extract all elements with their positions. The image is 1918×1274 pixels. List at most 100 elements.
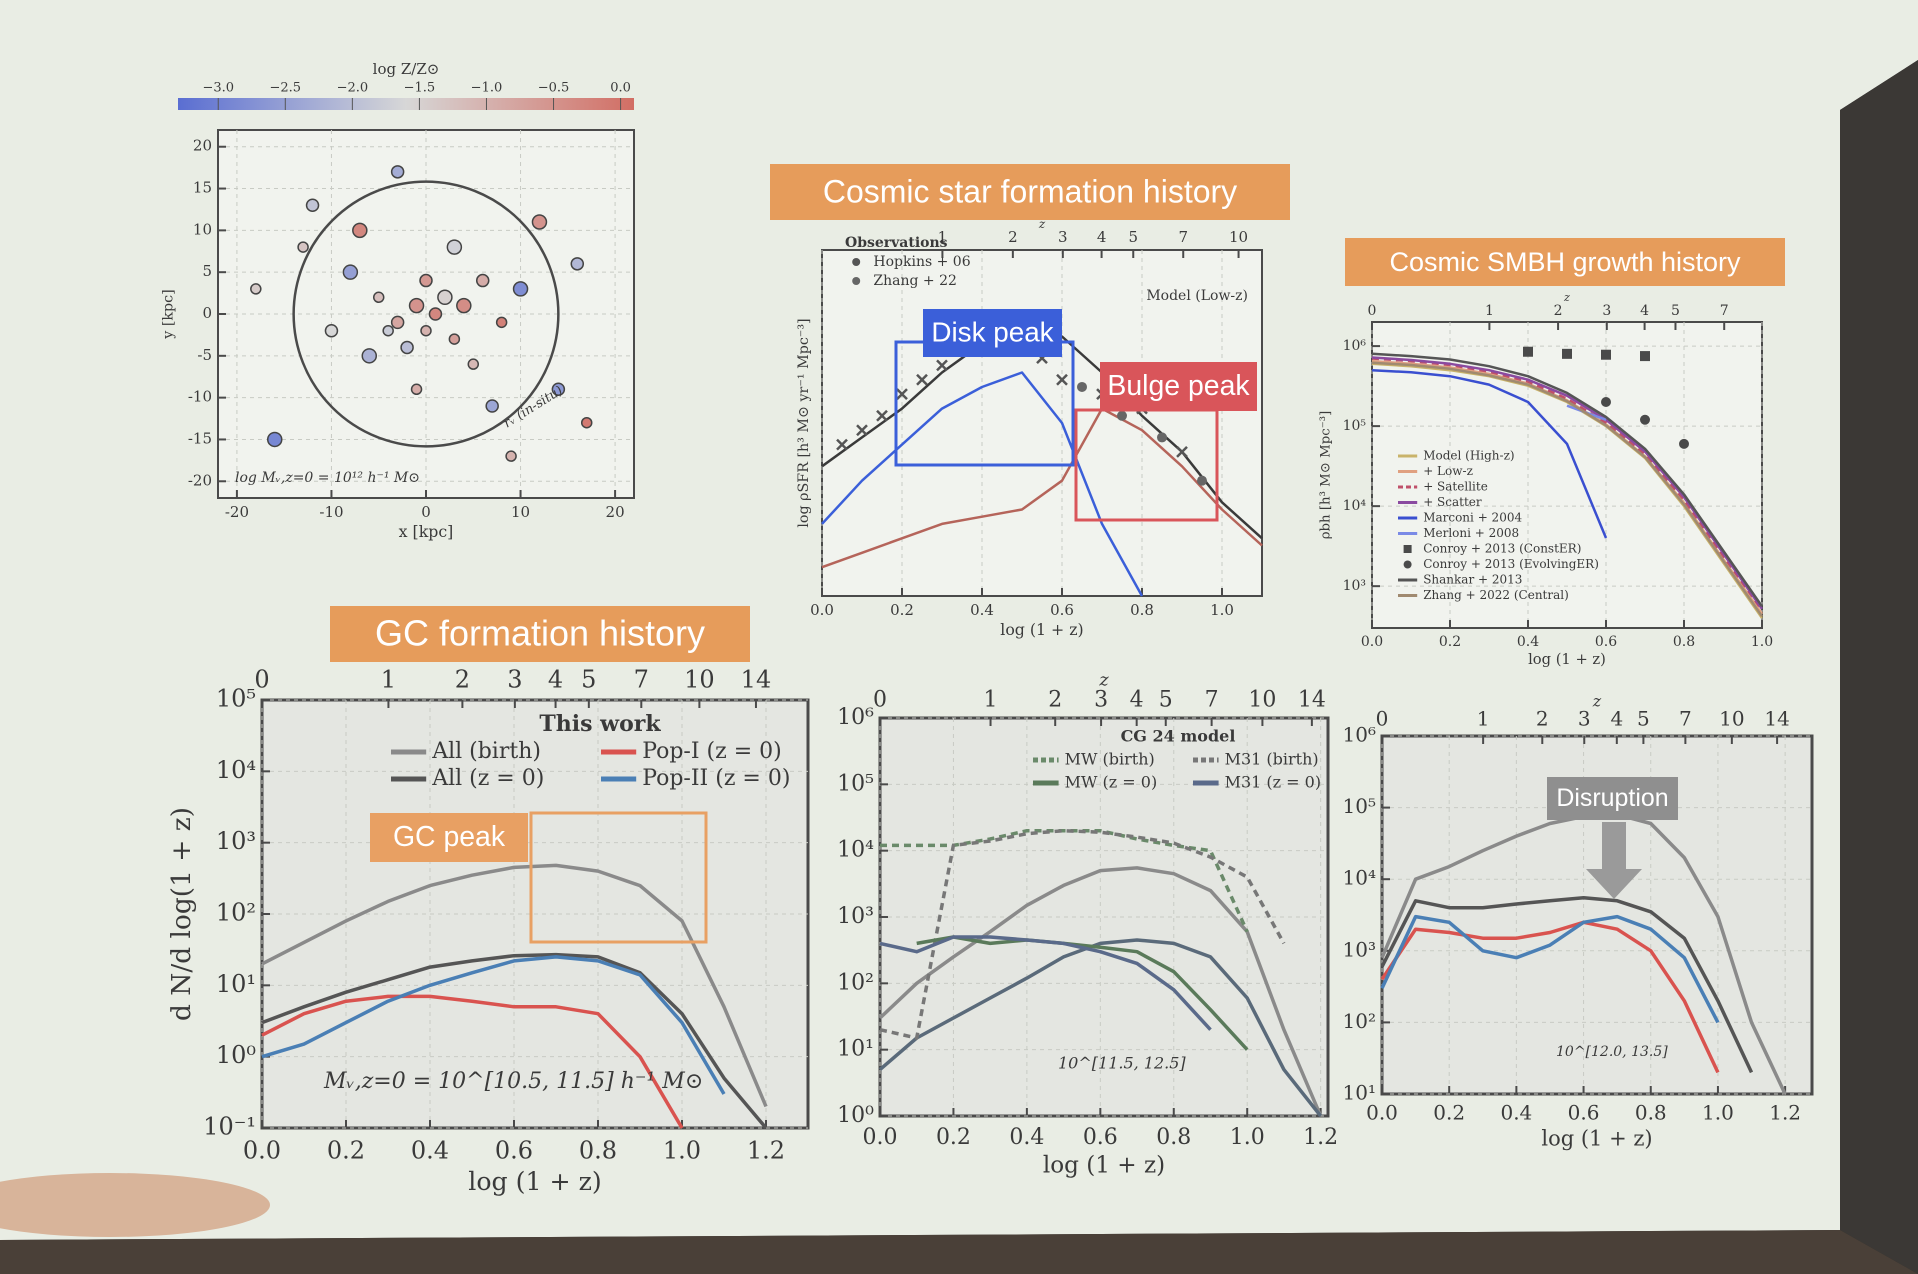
- x-tick-label: -20: [225, 503, 249, 521]
- z-tick-label: 7: [1679, 707, 1692, 731]
- z-axis-label: z: [1592, 692, 1602, 711]
- y-tick-label: 10⁴: [1343, 498, 1367, 514]
- z-tick-label: 4: [1610, 707, 1623, 731]
- plot-area: [1371, 321, 1763, 629]
- series-line: [1380, 914, 1720, 1024]
- z-tick-label: 7: [1720, 303, 1729, 319]
- y-tick-label: 10⁻¹: [203, 1113, 256, 1141]
- x-tick-label: 1.0: [1210, 601, 1234, 619]
- legend-title: This work: [539, 711, 661, 737]
- legend-label: Model (High-z): [1423, 449, 1514, 463]
- x-tick-label: 0.2: [890, 601, 914, 619]
- x-tick-label: 0: [421, 503, 431, 521]
- annotation-box: [1100, 362, 1257, 411]
- x-tick-label: 1.0: [1751, 634, 1773, 650]
- legend-label: Conroy + 2013 (EvolvingER): [1423, 557, 1599, 571]
- scatter-point: [390, 315, 405, 330]
- x-tick-label: 0.2: [1439, 634, 1461, 650]
- scatter-point: [342, 264, 359, 280]
- scatter-point: [475, 273, 490, 288]
- legend-label: Marconi + 2004: [1423, 511, 1522, 525]
- marker-circle: [1197, 475, 1207, 486]
- z-tick-label: 1: [938, 228, 948, 246]
- z-tick-label: 1: [1485, 303, 1494, 319]
- scatter-point: [446, 239, 463, 255]
- annotation: Bulge peak: [1107, 370, 1250, 402]
- scatter-point: [250, 283, 262, 295]
- chart-title: Cosmic SMBH growth history: [1389, 247, 1741, 277]
- scatter-point: [580, 416, 593, 429]
- z-tick-label: 2: [455, 665, 470, 693]
- z-tick-label: 1: [984, 687, 998, 712]
- z-tick-label: 2: [1048, 687, 1062, 712]
- scatter-point: [437, 289, 453, 306]
- y-tick-label: 10¹: [1343, 1081, 1376, 1105]
- series-line: [261, 952, 768, 1130]
- legend-label: + Satellite: [1423, 480, 1488, 494]
- x-tick-label: 0.0: [863, 1125, 898, 1150]
- scatter-point: [266, 431, 283, 448]
- series-line: [821, 407, 1263, 569]
- colorbar-tick-label: −2.0: [337, 81, 369, 96]
- series-line: [1371, 361, 1764, 618]
- scatter-point: [495, 316, 508, 329]
- legend-swatch: [852, 258, 861, 266]
- scatter-point: [408, 297, 425, 314]
- marker-cross: [936, 359, 948, 372]
- virial-circle: [292, 180, 560, 448]
- y-tick-label: 10⁶: [1343, 723, 1376, 747]
- annotation: 10^[11.5, 12.5]: [1058, 1054, 1186, 1073]
- y-tick-label: 10⁰: [216, 1041, 256, 1069]
- series-line: [916, 935, 1249, 1051]
- scatter-point: [372, 291, 385, 304]
- x-tick-label: 0.6: [1568, 1101, 1600, 1125]
- z-tick-label: 10: [684, 665, 715, 693]
- scatter-point: [428, 307, 443, 321]
- z-tick-label: 3: [1094, 687, 1108, 712]
- legend-label: Model (Low-z): [1146, 288, 1248, 304]
- x-tick-label: 1.2: [747, 1137, 785, 1165]
- y-tick-label: 10⁰: [837, 1103, 874, 1128]
- z-tick-label: 5: [1671, 303, 1680, 319]
- z-tick-label: 10: [1248, 687, 1276, 712]
- legend-label: M31 (birth): [1225, 750, 1319, 769]
- z-tick-label: 3: [1602, 303, 1611, 319]
- colorbar-tick-label: −1.5: [404, 81, 436, 96]
- y-tick-label: 10¹: [216, 970, 256, 998]
- legend-label: MW (birth): [1065, 750, 1155, 769]
- x-tick-label: 1.0: [663, 1137, 701, 1165]
- scatter-point: [324, 323, 339, 338]
- legend-label: Hopkins + 06: [873, 254, 970, 270]
- z-tick-label: 10: [1229, 228, 1248, 246]
- z-tick-label: 3: [1578, 707, 1591, 731]
- scatter-point: [410, 383, 423, 396]
- x-axis-label: log (1 + z): [468, 1167, 601, 1196]
- x-tick-label: 0.8: [1635, 1101, 1667, 1125]
- scatter-point: [456, 297, 472, 314]
- annotation-box: [1547, 777, 1678, 820]
- marker-cross: [896, 388, 908, 401]
- z-tick-label: 2: [1554, 303, 1563, 319]
- y-tick-label: 10¹: [837, 1037, 874, 1062]
- z-tick-label: 2: [1536, 707, 1549, 731]
- z-axis-label: z: [1038, 217, 1046, 231]
- x-tick-label: 20: [606, 503, 625, 521]
- z-tick-label: 0: [873, 687, 887, 712]
- annotation: GC peak: [393, 821, 506, 853]
- y-tick-label: 10³: [1343, 937, 1376, 961]
- y-axis-label: y [kpc]: [161, 289, 177, 339]
- marker-square: [1562, 348, 1572, 359]
- x-tick-label: 0.8: [1156, 1125, 1191, 1150]
- series-line: [880, 828, 1249, 933]
- x-tick-label: 0.0: [810, 601, 834, 619]
- series-line: [879, 935, 1212, 1031]
- z-tick-label: 5: [1128, 228, 1138, 246]
- y-axis-label: d N/d log(1 + z): [166, 807, 197, 1021]
- z-tick-label: 14: [1298, 687, 1326, 712]
- floor: [0, 1230, 1918, 1274]
- series-line: [1380, 920, 1720, 1074]
- marker-circle: [1117, 410, 1127, 421]
- y-tick-label: 10: [193, 220, 212, 238]
- z-tick-label: 2: [1008, 228, 1018, 246]
- y-tick-label: 10⁵: [216, 685, 256, 713]
